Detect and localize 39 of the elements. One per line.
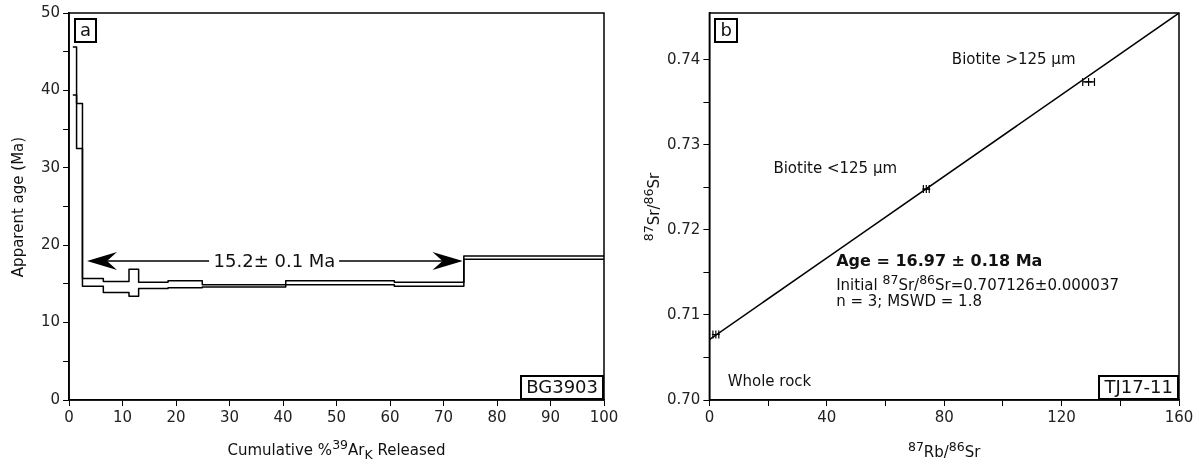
y-tick-label: 0.70 (666, 389, 701, 408)
x-tick-label: 40 (273, 407, 293, 426)
annotation: BG3903 (520, 375, 604, 400)
x-tick-label: 0 (64, 407, 74, 426)
y-tick-label: 30 (40, 157, 61, 176)
x-tick-label: 80 (487, 407, 507, 426)
annotation: Biotite <125 µm (773, 158, 898, 178)
x-tick-label: 0 (704, 407, 715, 426)
x-tick-label: 120 (1047, 407, 1076, 426)
annotation: TJ17-11 (1098, 375, 1179, 400)
y-tick-label: 20 (40, 235, 61, 254)
annotation: Biotite >125 µm (951, 50, 1076, 69)
y-tick-label: 0.71 (666, 304, 701, 323)
x-tick-label: 100 (589, 407, 619, 426)
x-tick-label: 160 (1164, 407, 1194, 426)
annotation: a (74, 18, 98, 43)
y-tick-label: 10 (40, 312, 61, 331)
y-tick-label: 0 (50, 389, 61, 408)
annotation: Age = 16.97 ± 0.18 Ma (836, 251, 1043, 271)
y-tick-label: 0.74 (666, 49, 701, 68)
x-tick-label: 80 (934, 407, 954, 426)
x-axis-title: Cumulative %$^{39}$Ar$_{K}$ Released (227, 437, 446, 463)
y-tick-label: 0.72 (666, 219, 701, 238)
y-tick-label: 50 (40, 2, 61, 21)
x-axis-title: $^{87}$Rb/$^{86}$Sr (907, 438, 981, 462)
annotation: 15.2± 0.1 Ma (209, 249, 340, 272)
annotation: Whole rock (727, 371, 812, 391)
annotation: b (714, 18, 738, 43)
x-tick-label: 60 (380, 407, 400, 426)
x-tick-label: 20 (166, 407, 186, 426)
x-tick-label: 40 (817, 407, 837, 426)
y-tick-label: 0.73 (666, 134, 701, 153)
y-tick-label: 40 (40, 80, 61, 99)
x-tick-label: 50 (327, 407, 347, 426)
x-tick-label: 70 (433, 407, 454, 426)
x-tick-label: 90 (540, 407, 561, 426)
x-tick-label: 30 (220, 407, 240, 426)
x-tick-label: 10 (113, 407, 133, 426)
y-axis-title: Apparent age (Ma) (8, 136, 28, 277)
